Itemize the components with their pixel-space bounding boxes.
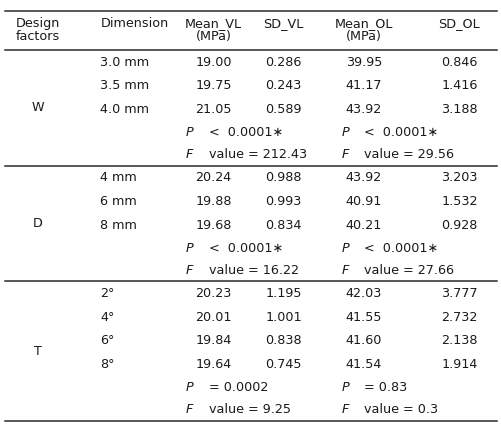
Text: value = 9.25: value = 9.25 bbox=[204, 403, 290, 416]
Text: value = 0.3: value = 0.3 bbox=[360, 403, 438, 416]
Text: 3.188: 3.188 bbox=[440, 103, 476, 116]
Text: 19.88: 19.88 bbox=[195, 195, 231, 208]
Text: F: F bbox=[341, 148, 348, 161]
Text: P: P bbox=[185, 126, 193, 139]
Text: (MPa): (MPa) bbox=[345, 31, 381, 43]
Text: W: W bbox=[31, 102, 44, 114]
Text: 0.988: 0.988 bbox=[265, 171, 301, 184]
Text: 8 mm: 8 mm bbox=[100, 219, 137, 232]
Text: <  0.0001∗: < 0.0001∗ bbox=[360, 126, 438, 139]
Text: 6°: 6° bbox=[100, 334, 115, 347]
Text: 40.21: 40.21 bbox=[345, 219, 381, 232]
Text: 0.286: 0.286 bbox=[265, 56, 301, 68]
Text: 41.17: 41.17 bbox=[345, 79, 381, 92]
Text: Design: Design bbox=[16, 17, 60, 30]
Text: F: F bbox=[185, 403, 193, 416]
Text: 0.589: 0.589 bbox=[265, 103, 301, 116]
Text: P: P bbox=[185, 242, 193, 255]
Text: 2.732: 2.732 bbox=[440, 311, 476, 323]
Text: 3.203: 3.203 bbox=[440, 171, 476, 184]
Text: F: F bbox=[185, 148, 193, 161]
Text: = 0.83: = 0.83 bbox=[360, 381, 407, 394]
Text: F: F bbox=[185, 264, 193, 277]
Text: F: F bbox=[341, 403, 348, 416]
Text: value = 212.43: value = 212.43 bbox=[204, 148, 306, 161]
Text: 4 mm: 4 mm bbox=[100, 171, 137, 184]
Text: 0.846: 0.846 bbox=[440, 56, 476, 68]
Text: F: F bbox=[341, 264, 348, 277]
Text: 4.0 mm: 4.0 mm bbox=[100, 103, 149, 116]
Text: D: D bbox=[33, 217, 43, 230]
Text: 1.195: 1.195 bbox=[265, 287, 301, 300]
Text: P: P bbox=[341, 242, 348, 255]
Text: factors: factors bbox=[16, 31, 60, 43]
Text: 0.745: 0.745 bbox=[265, 358, 301, 371]
Text: T: T bbox=[34, 345, 42, 357]
Text: value = 16.22: value = 16.22 bbox=[204, 264, 298, 277]
Text: 42.03: 42.03 bbox=[345, 287, 381, 300]
Text: 8°: 8° bbox=[100, 358, 115, 371]
Text: 0.928: 0.928 bbox=[440, 219, 476, 232]
Text: 20.23: 20.23 bbox=[195, 287, 231, 300]
Text: 19.64: 19.64 bbox=[195, 358, 231, 371]
Text: 19.84: 19.84 bbox=[195, 334, 231, 347]
Text: 3.5 mm: 3.5 mm bbox=[100, 79, 149, 92]
Text: 41.60: 41.60 bbox=[345, 334, 381, 347]
Text: 41.54: 41.54 bbox=[345, 358, 381, 371]
Text: = 0.0002: = 0.0002 bbox=[204, 381, 268, 394]
Text: 19.68: 19.68 bbox=[195, 219, 231, 232]
Text: 0.993: 0.993 bbox=[265, 195, 301, 208]
Text: 19.75: 19.75 bbox=[195, 79, 231, 92]
Text: 0.834: 0.834 bbox=[265, 219, 301, 232]
Text: 41.55: 41.55 bbox=[345, 311, 381, 323]
Text: 43.92: 43.92 bbox=[345, 171, 381, 184]
Text: value = 29.56: value = 29.56 bbox=[360, 148, 453, 161]
Text: <  0.0001∗: < 0.0001∗ bbox=[360, 242, 438, 255]
Text: 3.0 mm: 3.0 mm bbox=[100, 56, 149, 68]
Text: Mean_OL: Mean_OL bbox=[334, 17, 392, 30]
Text: <  0.0001∗: < 0.0001∗ bbox=[204, 242, 283, 255]
Text: 40.91: 40.91 bbox=[345, 195, 381, 208]
Text: <  0.0001∗: < 0.0001∗ bbox=[204, 126, 283, 139]
Text: P: P bbox=[185, 381, 193, 394]
Text: 20.01: 20.01 bbox=[195, 311, 231, 323]
Text: 3.777: 3.777 bbox=[440, 287, 476, 300]
Text: 20.24: 20.24 bbox=[195, 171, 231, 184]
Text: 19.00: 19.00 bbox=[195, 56, 231, 68]
Text: value = 27.66: value = 27.66 bbox=[360, 264, 453, 277]
Text: 1.416: 1.416 bbox=[440, 79, 476, 92]
Text: (MPa): (MPa) bbox=[195, 31, 231, 43]
Text: 4°: 4° bbox=[100, 311, 115, 323]
Text: Dimension: Dimension bbox=[100, 17, 168, 30]
Text: 21.05: 21.05 bbox=[195, 103, 231, 116]
Text: 1.914: 1.914 bbox=[440, 358, 476, 371]
Text: P: P bbox=[341, 381, 348, 394]
Text: 1.532: 1.532 bbox=[440, 195, 476, 208]
Text: 0.243: 0.243 bbox=[265, 79, 301, 92]
Text: 43.92: 43.92 bbox=[345, 103, 381, 116]
Text: 1.001: 1.001 bbox=[265, 311, 301, 323]
Text: Mean_VL: Mean_VL bbox=[184, 17, 241, 30]
Text: SD_VL: SD_VL bbox=[263, 17, 303, 30]
Text: 6 mm: 6 mm bbox=[100, 195, 137, 208]
Text: 0.838: 0.838 bbox=[265, 334, 301, 347]
Text: 39.95: 39.95 bbox=[345, 56, 381, 68]
Text: P: P bbox=[341, 126, 348, 139]
Text: 2.138: 2.138 bbox=[440, 334, 476, 347]
Text: 2°: 2° bbox=[100, 287, 115, 300]
Text: SD_OL: SD_OL bbox=[438, 17, 479, 30]
